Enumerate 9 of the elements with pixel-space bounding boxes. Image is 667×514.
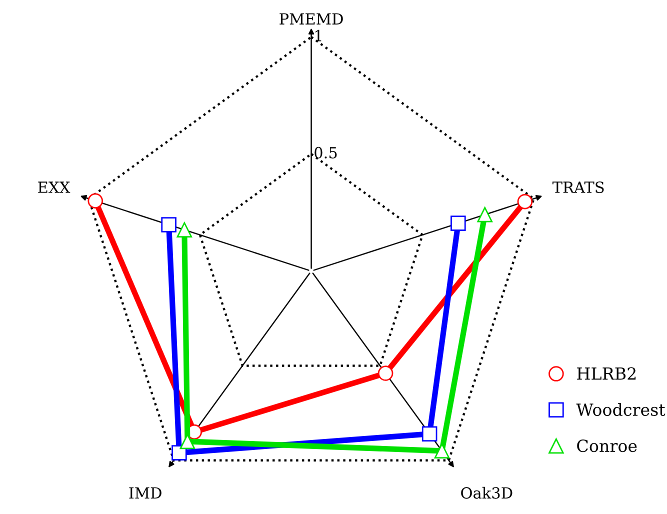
spoke-label: PMEMD xyxy=(280,13,343,24)
y-tick-label: 0.5 xyxy=(314,146,337,158)
legend-label: HLRB2 xyxy=(577,367,636,380)
legend-label: Conroe xyxy=(577,440,637,452)
spoke-label: EXX xyxy=(38,182,70,193)
spoke-label: Oak3D xyxy=(461,486,512,499)
spoke-label: IMD xyxy=(129,487,162,498)
spoke-label: TRATS xyxy=(552,181,604,194)
legend-label: Woodcrest xyxy=(576,403,666,416)
